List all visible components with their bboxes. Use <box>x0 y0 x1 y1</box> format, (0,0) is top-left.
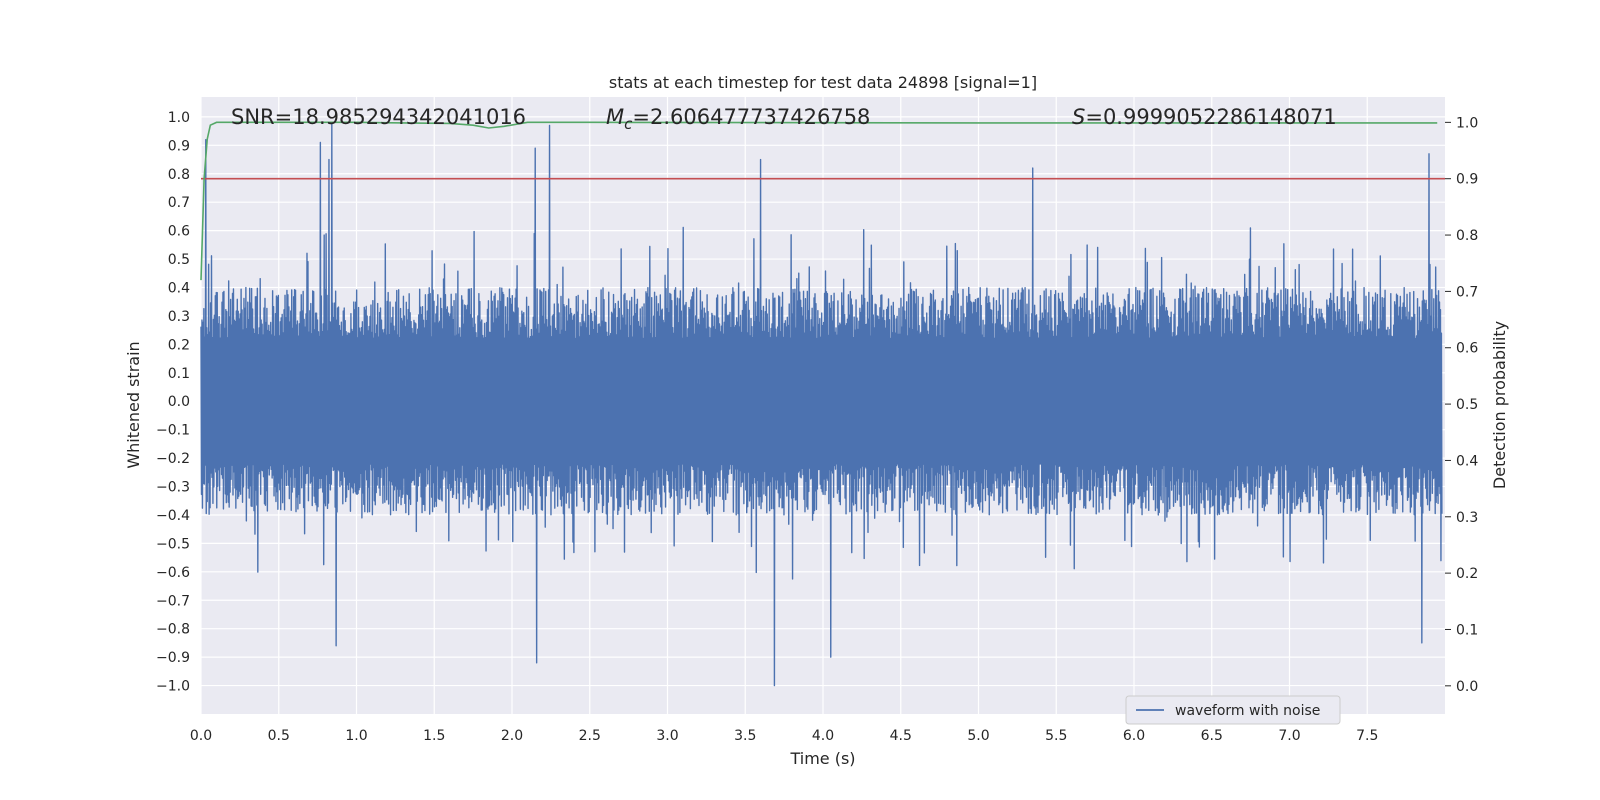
x-tick-label: 5.0 <box>967 728 989 744</box>
left-tick-label: −0.3 <box>156 480 190 496</box>
x-tick-label: 3.0 <box>656 728 678 744</box>
x-tick-label: 7.0 <box>1278 728 1300 744</box>
chirp-mass-subscript: c <box>624 115 633 133</box>
score-value: =0.9999052286148071 <box>1085 105 1336 129</box>
left-axis-label: Whitened strain <box>124 341 143 468</box>
legend: waveform with noise <box>1125 695 1341 725</box>
x-tick-label: 3.5 <box>734 728 756 744</box>
left-tick-label: −0.4 <box>156 508 190 524</box>
right-tick-label: 0.9 <box>1456 172 1478 188</box>
waveform-line <box>200 121 1443 687</box>
x-tick-label: 0.0 <box>190 728 212 744</box>
legend-label-waveform: waveform with noise <box>1175 703 1320 719</box>
x-axis-ticks: 0.0 0.5 1.0 1.5 2.0 2.5 3.0 3.5 4.0 4.5 5.0 5.5 6.0 6… <box>190 728 1379 744</box>
x-tick-label: 5.5 <box>1045 728 1067 744</box>
right-axis-ticks: 1.0 0.9 0.8 0.7 0.6 0.5 0.4 0.3 0.2 0.1 0.0 <box>1445 115 1478 695</box>
detection-probability-line <box>200 121 1438 281</box>
chirp-mass-annotation: Mc=2.606477737426758 <box>606 105 870 133</box>
right-tick-label: 0.1 <box>1456 622 1478 638</box>
x-tick-label: 1.5 <box>423 728 445 744</box>
right-tick-label: 0.4 <box>1456 453 1478 469</box>
right-tick-label: 0.7 <box>1456 284 1478 300</box>
right-tick-label: 0.0 <box>1456 679 1478 695</box>
left-axis-ticks: 1.0 0.9 0.8 0.7 0.6 0.5 0.4 0.3 0.2 0.1 0.0 −0.1 −0.… <box>156 110 190 695</box>
x-axis-label: Time (s) <box>789 749 855 768</box>
x-tick-label: 2.0 <box>501 728 523 744</box>
left-tick-label: −0.2 <box>156 451 190 467</box>
left-tick-label: 0.4 <box>168 281 190 297</box>
right-tick-label: 0.2 <box>1456 566 1478 582</box>
left-tick-label: −0.7 <box>156 593 190 609</box>
x-tick-label: 4.5 <box>890 728 912 744</box>
x-tick-label: 0.5 <box>268 728 290 744</box>
right-axis-label: Detection probability <box>1490 321 1509 489</box>
legend-box <box>1125 695 1341 725</box>
right-tick-label: 1.0 <box>1456 115 1478 131</box>
right-tick-label: 0.8 <box>1456 228 1478 244</box>
right-tick-label: 0.6 <box>1456 341 1478 357</box>
x-tick-label: 6.5 <box>1201 728 1223 744</box>
x-tick-label: 1.0 <box>345 728 367 744</box>
left-tick-label: −0.9 <box>156 650 190 666</box>
left-tick-label: 0.7 <box>168 195 190 211</box>
left-tick-label: −0.1 <box>156 423 190 439</box>
right-tick-label: 0.5 <box>1456 397 1478 413</box>
score-annotation: S=0.9999052286148071 <box>1072 105 1337 129</box>
detection-probability-series <box>200 121 1445 281</box>
x-tick-label: 7.5 <box>1356 728 1378 744</box>
x-tick-label: 4.0 <box>812 728 834 744</box>
chart-title: stats at each timestep for test data 248… <box>609 73 1037 92</box>
chirp-mass-value: =2.606477737426758 <box>632 105 870 129</box>
left-tick-label: 0.6 <box>168 224 190 240</box>
score-symbol: S <box>1072 105 1085 129</box>
chirp-mass-symbol: M <box>606 105 624 129</box>
left-tick-label: −0.5 <box>156 536 190 552</box>
left-tick-label: 1.0 <box>168 110 190 126</box>
left-tick-label: 0.8 <box>168 167 190 183</box>
left-tick-label: 0.9 <box>168 138 190 154</box>
x-tick-label: 6.0 <box>1123 728 1145 744</box>
left-tick-label: 0.0 <box>168 394 190 410</box>
left-tick-label: 0.2 <box>168 337 190 353</box>
left-tick-label: 0.1 <box>168 366 190 382</box>
snr-annotation: SNR=18.985294342041016 <box>231 105 526 129</box>
left-tick-label: −0.6 <box>156 565 190 581</box>
left-tick-label: 0.5 <box>168 252 190 268</box>
x-tick-label: 2.5 <box>579 728 601 744</box>
left-tick-label: −0.8 <box>156 622 190 638</box>
waveform-series <box>200 121 1443 687</box>
left-tick-label: 0.3 <box>168 309 190 325</box>
right-tick-label: 0.3 <box>1456 510 1478 526</box>
left-tick-label: −1.0 <box>156 679 190 695</box>
